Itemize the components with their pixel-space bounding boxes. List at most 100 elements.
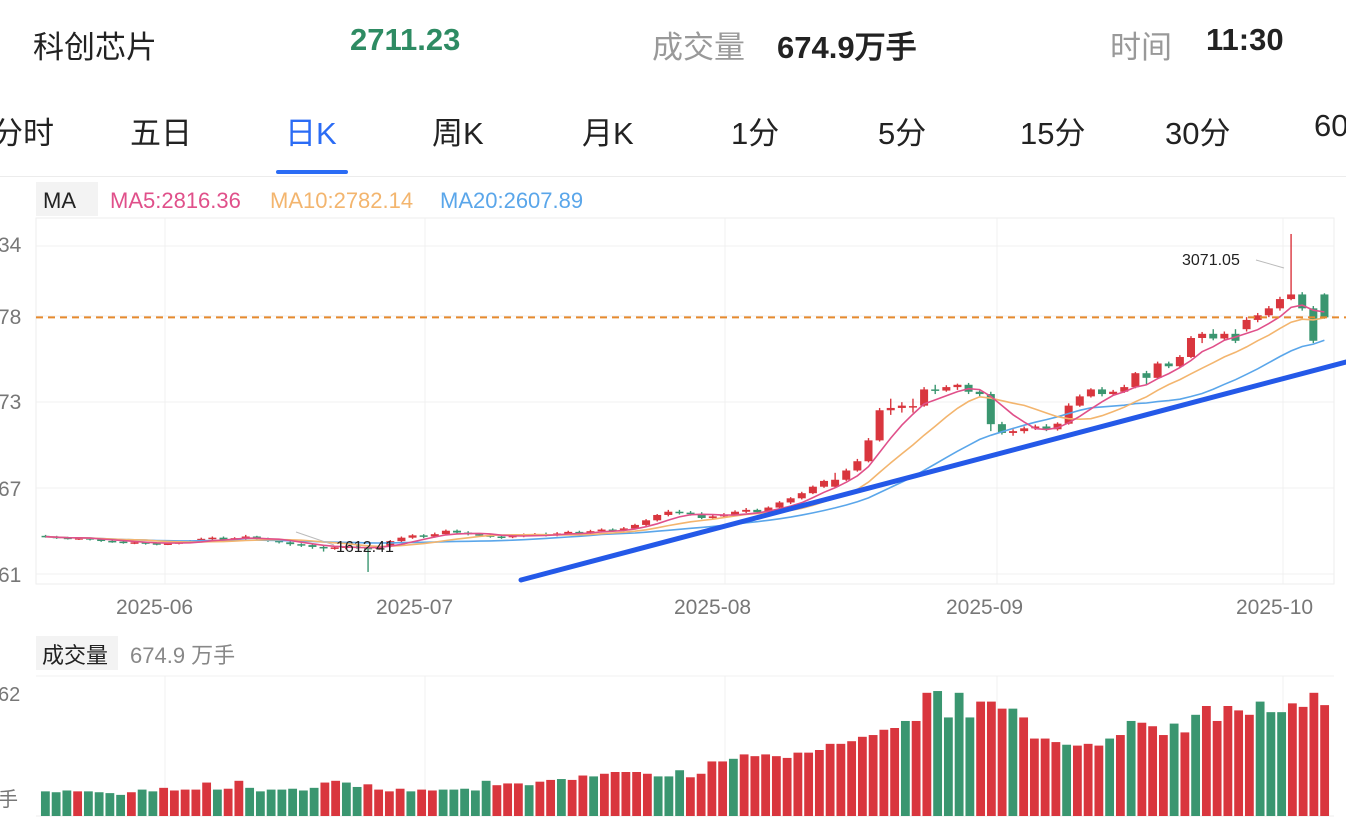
tab-5-min[interactable]: 5分	[878, 116, 927, 151]
volume-bar	[675, 770, 685, 816]
tab-daily-k[interactable]: 日K	[285, 116, 337, 151]
volume-bar	[255, 791, 265, 816]
volume-bar	[1051, 742, 1061, 816]
ma5-line	[45, 304, 1325, 549]
candle-body	[1298, 294, 1307, 309]
volume-bar	[976, 701, 986, 816]
volume-bar	[610, 772, 620, 816]
candle-body	[275, 540, 284, 543]
candle-body	[1275, 299, 1284, 309]
candle-body	[1175, 356, 1184, 367]
volume-bar	[1287, 703, 1297, 816]
time-value: 11:30	[1206, 22, 1284, 57]
candle-body	[886, 407, 895, 411]
volume-bar	[524, 785, 534, 816]
candle-body	[1287, 294, 1296, 300]
volume-bar	[965, 717, 975, 816]
volume-bar	[1191, 714, 1201, 816]
candle-body	[97, 539, 106, 542]
candle-body	[141, 542, 150, 544]
quote-header: 科创芯片 2711.23 成交量 674.9万手 时间 11:30	[0, 0, 1346, 90]
volume-bar	[40, 791, 50, 816]
candle-body	[219, 537, 228, 540]
volume-bar	[535, 781, 545, 816]
candle-body	[1075, 396, 1084, 406]
tab-five-day[interactable]: 五日	[130, 116, 192, 151]
volume-bar	[1019, 717, 1029, 816]
candle-body	[875, 410, 884, 441]
ma-legend-box	[36, 182, 98, 216]
volume-bar	[739, 754, 749, 816]
candle-body	[1220, 333, 1229, 339]
candle-body	[742, 509, 751, 512]
volume-bar	[492, 785, 502, 816]
candle-body	[642, 520, 651, 525]
volume-bar	[169, 790, 179, 816]
low-annotation: 1612.41	[336, 539, 394, 556]
volume-bar	[1234, 710, 1244, 816]
tab-monthly-k[interactable]: 月K	[582, 116, 634, 151]
candle-body	[586, 531, 595, 534]
tab-1-min[interactable]: 1分	[731, 116, 780, 151]
volume-bar	[696, 773, 706, 816]
candle-body	[130, 542, 139, 544]
volume-bar	[374, 789, 384, 816]
tab-intraday[interactable]: 分时	[0, 116, 54, 151]
volume-bar	[1094, 745, 1104, 816]
kline-chart[interactable]: MA MA5:2816.36 MA10:2782.14 MA20:2607.89…	[0, 176, 1346, 830]
volume-bar	[1158, 735, 1168, 816]
candle-body	[475, 534, 484, 536]
candle-body	[853, 461, 862, 471]
active-tab-underline	[276, 170, 348, 174]
volume-bar	[503, 783, 513, 816]
volume-bar	[513, 783, 523, 816]
volume-bar	[847, 741, 857, 816]
candle-body	[308, 545, 317, 547]
candle-body	[1164, 363, 1173, 367]
volume-bar	[718, 761, 728, 816]
candle-body	[1320, 294, 1329, 318]
volume-bar	[73, 791, 83, 816]
candle-body	[820, 480, 829, 487]
volume-bar	[621, 772, 631, 816]
volume-bar	[1180, 732, 1190, 816]
tab-30-min[interactable]: 30分	[1165, 116, 1231, 151]
x-tick-label: 2025-10	[1236, 596, 1313, 619]
candle-body	[1020, 428, 1029, 432]
volume-bar	[750, 756, 760, 816]
tab-weekly-k[interactable]: 周K	[432, 116, 484, 151]
candle-body	[208, 537, 217, 540]
candle-body	[330, 547, 339, 549]
candle-body	[386, 541, 395, 547]
volume-bar	[954, 692, 964, 816]
volume-bar	[632, 772, 642, 816]
volume-bar	[986, 701, 996, 816]
volume-bar	[1062, 744, 1072, 816]
ma20-legend: MA20:2607.89	[440, 188, 583, 213]
volume-bar	[1137, 722, 1147, 816]
candle-body	[241, 536, 250, 539]
volume-bar	[761, 754, 771, 816]
candle-body	[931, 389, 940, 391]
volume-bar	[298, 790, 308, 816]
volume-tick-top: 62	[0, 684, 20, 706]
volume-bar	[707, 761, 717, 816]
volume-bar	[771, 756, 781, 816]
volume-bar	[105, 793, 115, 816]
y-tick-label: 67	[0, 478, 21, 501]
tab-15-min[interactable]: 15分	[1020, 116, 1086, 151]
candle-body	[108, 540, 117, 543]
candle-body	[419, 535, 428, 537]
volume-bar	[384, 791, 394, 816]
candle-body	[686, 512, 695, 515]
candle-body	[163, 543, 172, 545]
candle-body	[597, 529, 606, 532]
ma20-line	[45, 339, 1325, 544]
volume-bar	[728, 758, 738, 816]
index-name: 科创芯片	[33, 30, 157, 65]
candle-body	[1064, 405, 1073, 424]
tab-60-min[interactable]: 60	[1314, 108, 1346, 143]
volume-bar	[911, 720, 921, 816]
ma-legend-label: MA	[43, 188, 76, 213]
volume-bar	[331, 780, 341, 816]
